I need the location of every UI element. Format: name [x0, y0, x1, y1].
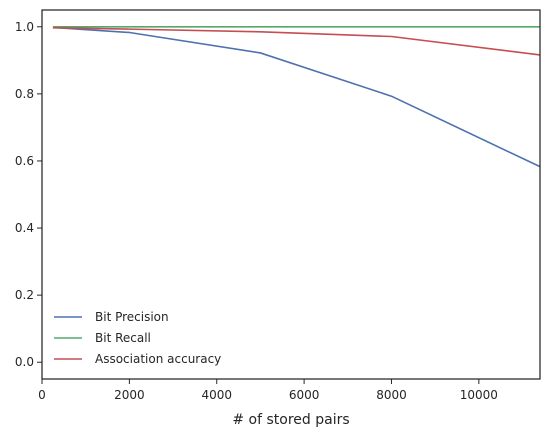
y-tick-label: 0.6: [15, 154, 34, 168]
legend-label: Bit Precision: [95, 310, 169, 324]
x-tick-label: 0: [38, 388, 46, 402]
x-axis-ticks: 0 2000 4000 6000 8000 10000: [38, 379, 498, 402]
legend-label: Bit Recall: [95, 331, 151, 345]
y-tick-label: 1.0: [15, 20, 34, 34]
x-tick-label: 2000: [114, 388, 145, 402]
x-tick-label: 10000: [460, 388, 498, 402]
y-tick-label: 0.8: [15, 87, 34, 101]
plot-frame: [41, 9, 541, 380]
legend-label: Association accuracy: [95, 352, 221, 366]
series-line-2: [52, 26, 541, 56]
y-tick-label: 0.0: [15, 355, 34, 369]
y-tick-label: 0.2: [15, 288, 34, 302]
y-tick-label: 0.4: [15, 221, 34, 235]
x-tick-label: 4000: [201, 388, 232, 402]
legend: Bit Precision Bit Recall Association accur…: [54, 310, 221, 366]
x-tick-label: 8000: [376, 388, 407, 402]
y-axis-ticks: 0.0 0.2 0.4 0.6 0.8 1.0: [15, 20, 42, 369]
x-tick-label: 6000: [289, 388, 320, 402]
x-axis-label: # of stored pairs: [232, 412, 349, 428]
plot-lines: [52, 25, 541, 168]
series-line-0: [52, 26, 541, 168]
